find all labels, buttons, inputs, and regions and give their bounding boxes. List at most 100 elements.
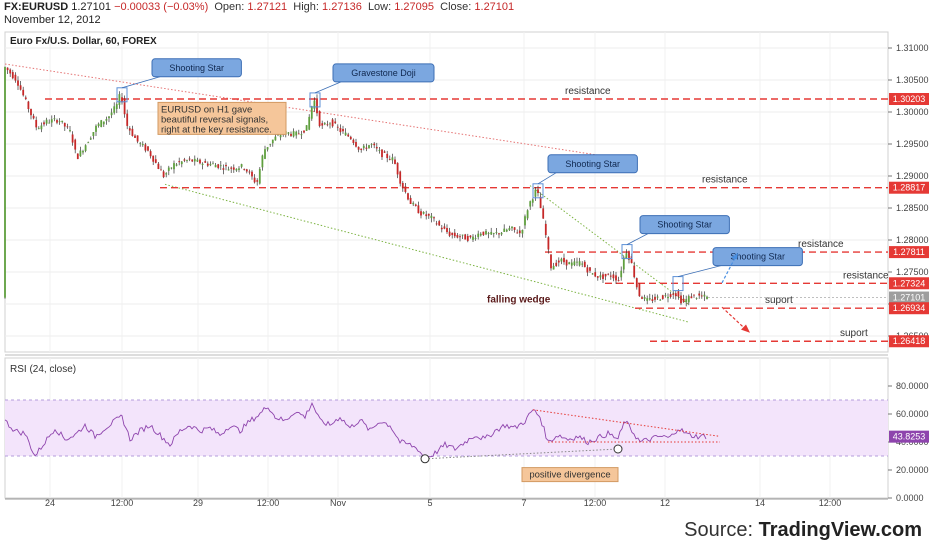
candle-body bbox=[253, 177, 256, 183]
price-tick-label: 1.30000 bbox=[896, 107, 929, 117]
rsi-value-box bbox=[889, 430, 929, 443]
candle-body bbox=[349, 136, 352, 140]
source-prefix: Source: bbox=[684, 519, 759, 541]
candle-body bbox=[534, 189, 537, 197]
candle-body bbox=[420, 211, 422, 216]
time-tick-label: 24 bbox=[45, 498, 55, 508]
candle-body bbox=[9, 69, 12, 74]
candle-body bbox=[82, 150, 84, 153]
candle-body bbox=[648, 298, 651, 300]
candle-body bbox=[113, 106, 116, 113]
candle-body bbox=[661, 295, 664, 299]
candle-body bbox=[638, 283, 641, 297]
candle-body bbox=[669, 294, 672, 297]
candle-body bbox=[404, 186, 407, 192]
candle-body bbox=[570, 262, 573, 266]
candle-body bbox=[651, 299, 654, 302]
candle-body bbox=[305, 125, 308, 131]
callout-pointer bbox=[626, 233, 649, 245]
level-label: resistance bbox=[843, 270, 889, 281]
candle-body bbox=[95, 125, 97, 132]
candle-body bbox=[487, 233, 490, 234]
candle-body bbox=[365, 147, 368, 149]
candle-body bbox=[313, 100, 316, 109]
candles bbox=[4, 66, 708, 307]
candle-body bbox=[617, 280, 620, 282]
rsi-tick-label: 60.0000 bbox=[896, 409, 929, 419]
candle-body bbox=[443, 226, 446, 229]
price-tick-label: 1.28500 bbox=[896, 203, 929, 213]
candle-body bbox=[339, 128, 342, 133]
candle-body bbox=[321, 123, 324, 126]
candle-body bbox=[232, 167, 235, 170]
candle-body bbox=[37, 128, 40, 130]
candle-body bbox=[108, 116, 110, 119]
candle-body bbox=[115, 104, 118, 110]
candle-body bbox=[162, 171, 165, 178]
callout-box bbox=[547, 154, 638, 174]
callout-pointer bbox=[677, 265, 722, 277]
symbol-name: FX:EURUSD bbox=[4, 1, 69, 13]
price-tick-label: 1.28000 bbox=[896, 235, 929, 245]
candle-body bbox=[602, 274, 604, 279]
candle-body bbox=[459, 236, 461, 238]
candle-body bbox=[578, 261, 581, 266]
candle-body bbox=[386, 153, 389, 159]
candle-body bbox=[126, 113, 129, 126]
candle-body bbox=[84, 145, 87, 151]
candle-body bbox=[144, 144, 147, 151]
price-label-text: 1.26934 bbox=[893, 303, 926, 313]
candle-body bbox=[269, 143, 272, 145]
candle-body bbox=[687, 296, 690, 303]
candle-body bbox=[121, 97, 123, 103]
candle-body bbox=[235, 168, 238, 171]
candle-body bbox=[342, 128, 344, 132]
candle-body bbox=[630, 256, 633, 264]
candle-body bbox=[297, 133, 300, 135]
candle-body bbox=[544, 223, 547, 236]
candle-body bbox=[183, 159, 186, 161]
note-line: beautiful reversal signals, bbox=[161, 114, 268, 125]
candle-body bbox=[24, 97, 27, 100]
candle-body bbox=[565, 259, 568, 266]
rsi-tick-label: 80.0000 bbox=[896, 381, 929, 391]
candle-body bbox=[40, 125, 43, 130]
candle-body bbox=[303, 130, 305, 133]
candle-body bbox=[230, 167, 233, 169]
candle-body bbox=[667, 296, 669, 299]
candle-body bbox=[128, 128, 131, 131]
candle-body bbox=[433, 217, 435, 219]
rsi-pane-title: RSI (24, close) bbox=[10, 364, 76, 375]
candle-body bbox=[612, 274, 615, 279]
candle-body bbox=[331, 119, 334, 127]
candle-body bbox=[591, 273, 594, 275]
last-price: 1.27101 bbox=[71, 1, 111, 13]
candle-body bbox=[344, 132, 347, 136]
candle-body bbox=[217, 164, 220, 168]
pattern-callouts: Shooting Star Gravestone Doji Shooting Sta… bbox=[116, 58, 803, 292]
rsi-pane: 80.000060.000040.000020.00000.0000positi… bbox=[4, 381, 929, 503]
candle-body bbox=[599, 275, 602, 278]
price-pane-title: Euro Fx/U.S. Dollar, 60, FOREX bbox=[10, 36, 157, 47]
candle-body bbox=[175, 164, 178, 166]
candle-body bbox=[490, 231, 493, 235]
candle-body bbox=[17, 80, 19, 86]
candle-body bbox=[87, 142, 90, 144]
candle-body bbox=[635, 278, 638, 288]
candle-body bbox=[529, 201, 532, 207]
candle-body bbox=[456, 234, 459, 238]
callout-box bbox=[639, 215, 730, 235]
candle-body bbox=[360, 148, 363, 151]
candle-body bbox=[79, 150, 82, 157]
candle-body bbox=[633, 265, 636, 278]
candle-body bbox=[596, 276, 599, 278]
candle-body bbox=[513, 227, 516, 230]
candle-body bbox=[167, 167, 170, 171]
price-label-text: 1.27324 bbox=[893, 278, 926, 288]
candle-body bbox=[204, 161, 207, 163]
candle-body bbox=[664, 295, 667, 296]
candle-body bbox=[550, 254, 552, 269]
price-tick-label: 1.29000 bbox=[896, 171, 929, 181]
candle-body bbox=[323, 123, 326, 125]
